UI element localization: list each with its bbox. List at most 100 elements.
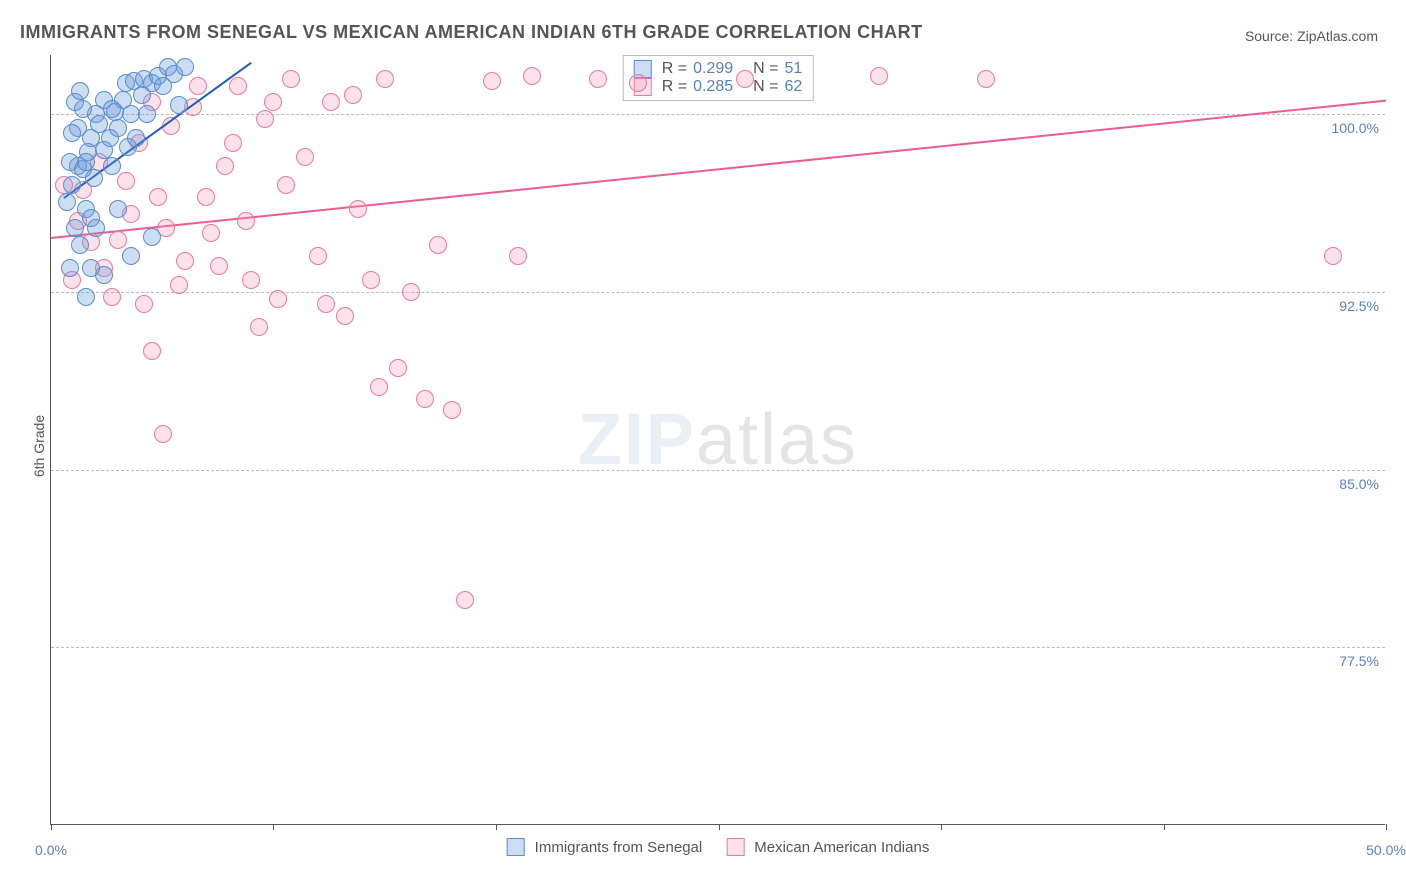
data-point-mexican bbox=[143, 342, 161, 360]
data-point-mexican bbox=[456, 591, 474, 609]
data-point-mexican bbox=[149, 188, 167, 206]
data-point-mexican bbox=[176, 252, 194, 270]
data-point-mexican bbox=[376, 70, 394, 88]
data-point-mexican bbox=[336, 307, 354, 325]
data-point-senegal bbox=[138, 105, 156, 123]
data-point-mexican bbox=[977, 70, 995, 88]
data-point-senegal bbox=[71, 82, 89, 100]
data-point-mexican bbox=[264, 93, 282, 111]
legend-item-mexican: Mexican American Indians bbox=[726, 838, 929, 856]
xtick-mark bbox=[719, 824, 720, 830]
data-point-senegal bbox=[71, 236, 89, 254]
value-R: 0.285 bbox=[693, 78, 733, 96]
watermark: ZIPatlas bbox=[578, 399, 858, 481]
data-point-senegal bbox=[103, 157, 121, 175]
data-point-senegal bbox=[176, 58, 194, 76]
data-point-senegal bbox=[109, 200, 127, 218]
watermark-atlas: atlas bbox=[696, 400, 858, 480]
data-point-senegal bbox=[122, 247, 140, 265]
data-point-mexican bbox=[135, 295, 153, 313]
data-point-mexican bbox=[197, 188, 215, 206]
data-point-mexican bbox=[443, 401, 461, 419]
xtick-mark bbox=[273, 824, 274, 830]
data-point-mexican bbox=[322, 93, 340, 111]
data-point-mexican bbox=[344, 86, 362, 104]
legend-swatch bbox=[507, 838, 525, 856]
xtick-mark bbox=[1386, 824, 1387, 830]
label-N: N = bbox=[753, 78, 778, 96]
plot-area: ZIPatlas R =0.299N =51R =0.285N =62 Immi… bbox=[50, 55, 1385, 825]
value-N: 51 bbox=[784, 60, 802, 78]
data-point-mexican bbox=[362, 271, 380, 289]
legend-label: Immigrants from Senegal bbox=[535, 839, 703, 856]
chart-title: IMMIGRANTS FROM SENEGAL VS MEXICAN AMERI… bbox=[20, 22, 923, 43]
legend-item-senegal: Immigrants from Senegal bbox=[507, 838, 703, 856]
data-point-mexican bbox=[589, 70, 607, 88]
gridline-h bbox=[51, 470, 1385, 471]
gridline-h bbox=[51, 647, 1385, 648]
data-point-mexican bbox=[250, 318, 268, 336]
data-point-mexican bbox=[229, 77, 247, 95]
data-point-mexican bbox=[269, 290, 287, 308]
data-point-mexican bbox=[389, 359, 407, 377]
label-R: R = bbox=[662, 60, 687, 78]
watermark-zip: ZIP bbox=[578, 400, 696, 480]
source-line: Source: ZipAtlas.com bbox=[1245, 28, 1378, 44]
source-link[interactable]: ZipAtlas.com bbox=[1297, 28, 1378, 44]
data-point-mexican bbox=[509, 247, 527, 265]
xtick-mark bbox=[51, 824, 52, 830]
data-point-mexican bbox=[349, 200, 367, 218]
xtick-label: 0.0% bbox=[35, 842, 67, 858]
data-point-senegal bbox=[63, 124, 81, 142]
value-R: 0.299 bbox=[693, 60, 733, 78]
data-point-senegal bbox=[87, 219, 105, 237]
data-point-mexican bbox=[103, 288, 121, 306]
data-point-mexican bbox=[416, 390, 434, 408]
data-point-mexican bbox=[429, 236, 447, 254]
data-point-mexican bbox=[370, 378, 388, 396]
data-point-mexican bbox=[277, 176, 295, 194]
value-N: 62 bbox=[784, 78, 802, 96]
data-point-senegal bbox=[143, 228, 161, 246]
data-point-mexican bbox=[210, 257, 228, 275]
data-point-mexican bbox=[242, 271, 260, 289]
data-point-senegal bbox=[66, 219, 84, 237]
legend-row-senegal: R =0.299N =51 bbox=[634, 60, 803, 78]
label-R: R = bbox=[662, 78, 687, 96]
ytick-label: 77.5% bbox=[1339, 653, 1379, 669]
xtick-mark bbox=[496, 824, 497, 830]
data-point-mexican bbox=[870, 67, 888, 85]
data-point-senegal bbox=[61, 153, 79, 171]
legend-label: Mexican American Indians bbox=[754, 839, 929, 856]
data-point-mexican bbox=[629, 74, 647, 92]
data-point-mexican bbox=[170, 276, 188, 294]
chart-container: IMMIGRANTS FROM SENEGAL VS MEXICAN AMERI… bbox=[0, 0, 1406, 892]
ytick-label: 100.0% bbox=[1332, 120, 1379, 136]
xtick-mark bbox=[941, 824, 942, 830]
data-point-senegal bbox=[63, 176, 81, 194]
ytick-label: 92.5% bbox=[1339, 298, 1379, 314]
data-point-mexican bbox=[309, 247, 327, 265]
data-point-mexican bbox=[256, 110, 274, 128]
data-point-mexican bbox=[296, 148, 314, 166]
legend-series: Immigrants from Senegal Mexican American … bbox=[507, 838, 930, 856]
gridline-h bbox=[51, 114, 1385, 115]
data-point-mexican bbox=[282, 70, 300, 88]
xtick-mark bbox=[1164, 824, 1165, 830]
data-point-mexican bbox=[189, 77, 207, 95]
data-point-senegal bbox=[170, 96, 188, 114]
data-point-senegal bbox=[103, 100, 121, 118]
data-point-senegal bbox=[77, 153, 95, 171]
data-point-mexican bbox=[202, 224, 220, 242]
ytick-label: 85.0% bbox=[1339, 476, 1379, 492]
data-point-senegal bbox=[109, 119, 127, 137]
data-point-mexican bbox=[483, 72, 501, 90]
data-point-senegal bbox=[61, 259, 79, 277]
legend-row-mexican: R = 0.285 N = 62 bbox=[634, 78, 803, 96]
legend-swatch bbox=[726, 838, 744, 856]
source-label: Source: bbox=[1245, 28, 1297, 44]
xtick-label: 50.0% bbox=[1366, 842, 1406, 858]
data-point-senegal bbox=[82, 259, 100, 277]
gridline-h bbox=[51, 292, 1385, 293]
data-point-mexican bbox=[523, 67, 541, 85]
